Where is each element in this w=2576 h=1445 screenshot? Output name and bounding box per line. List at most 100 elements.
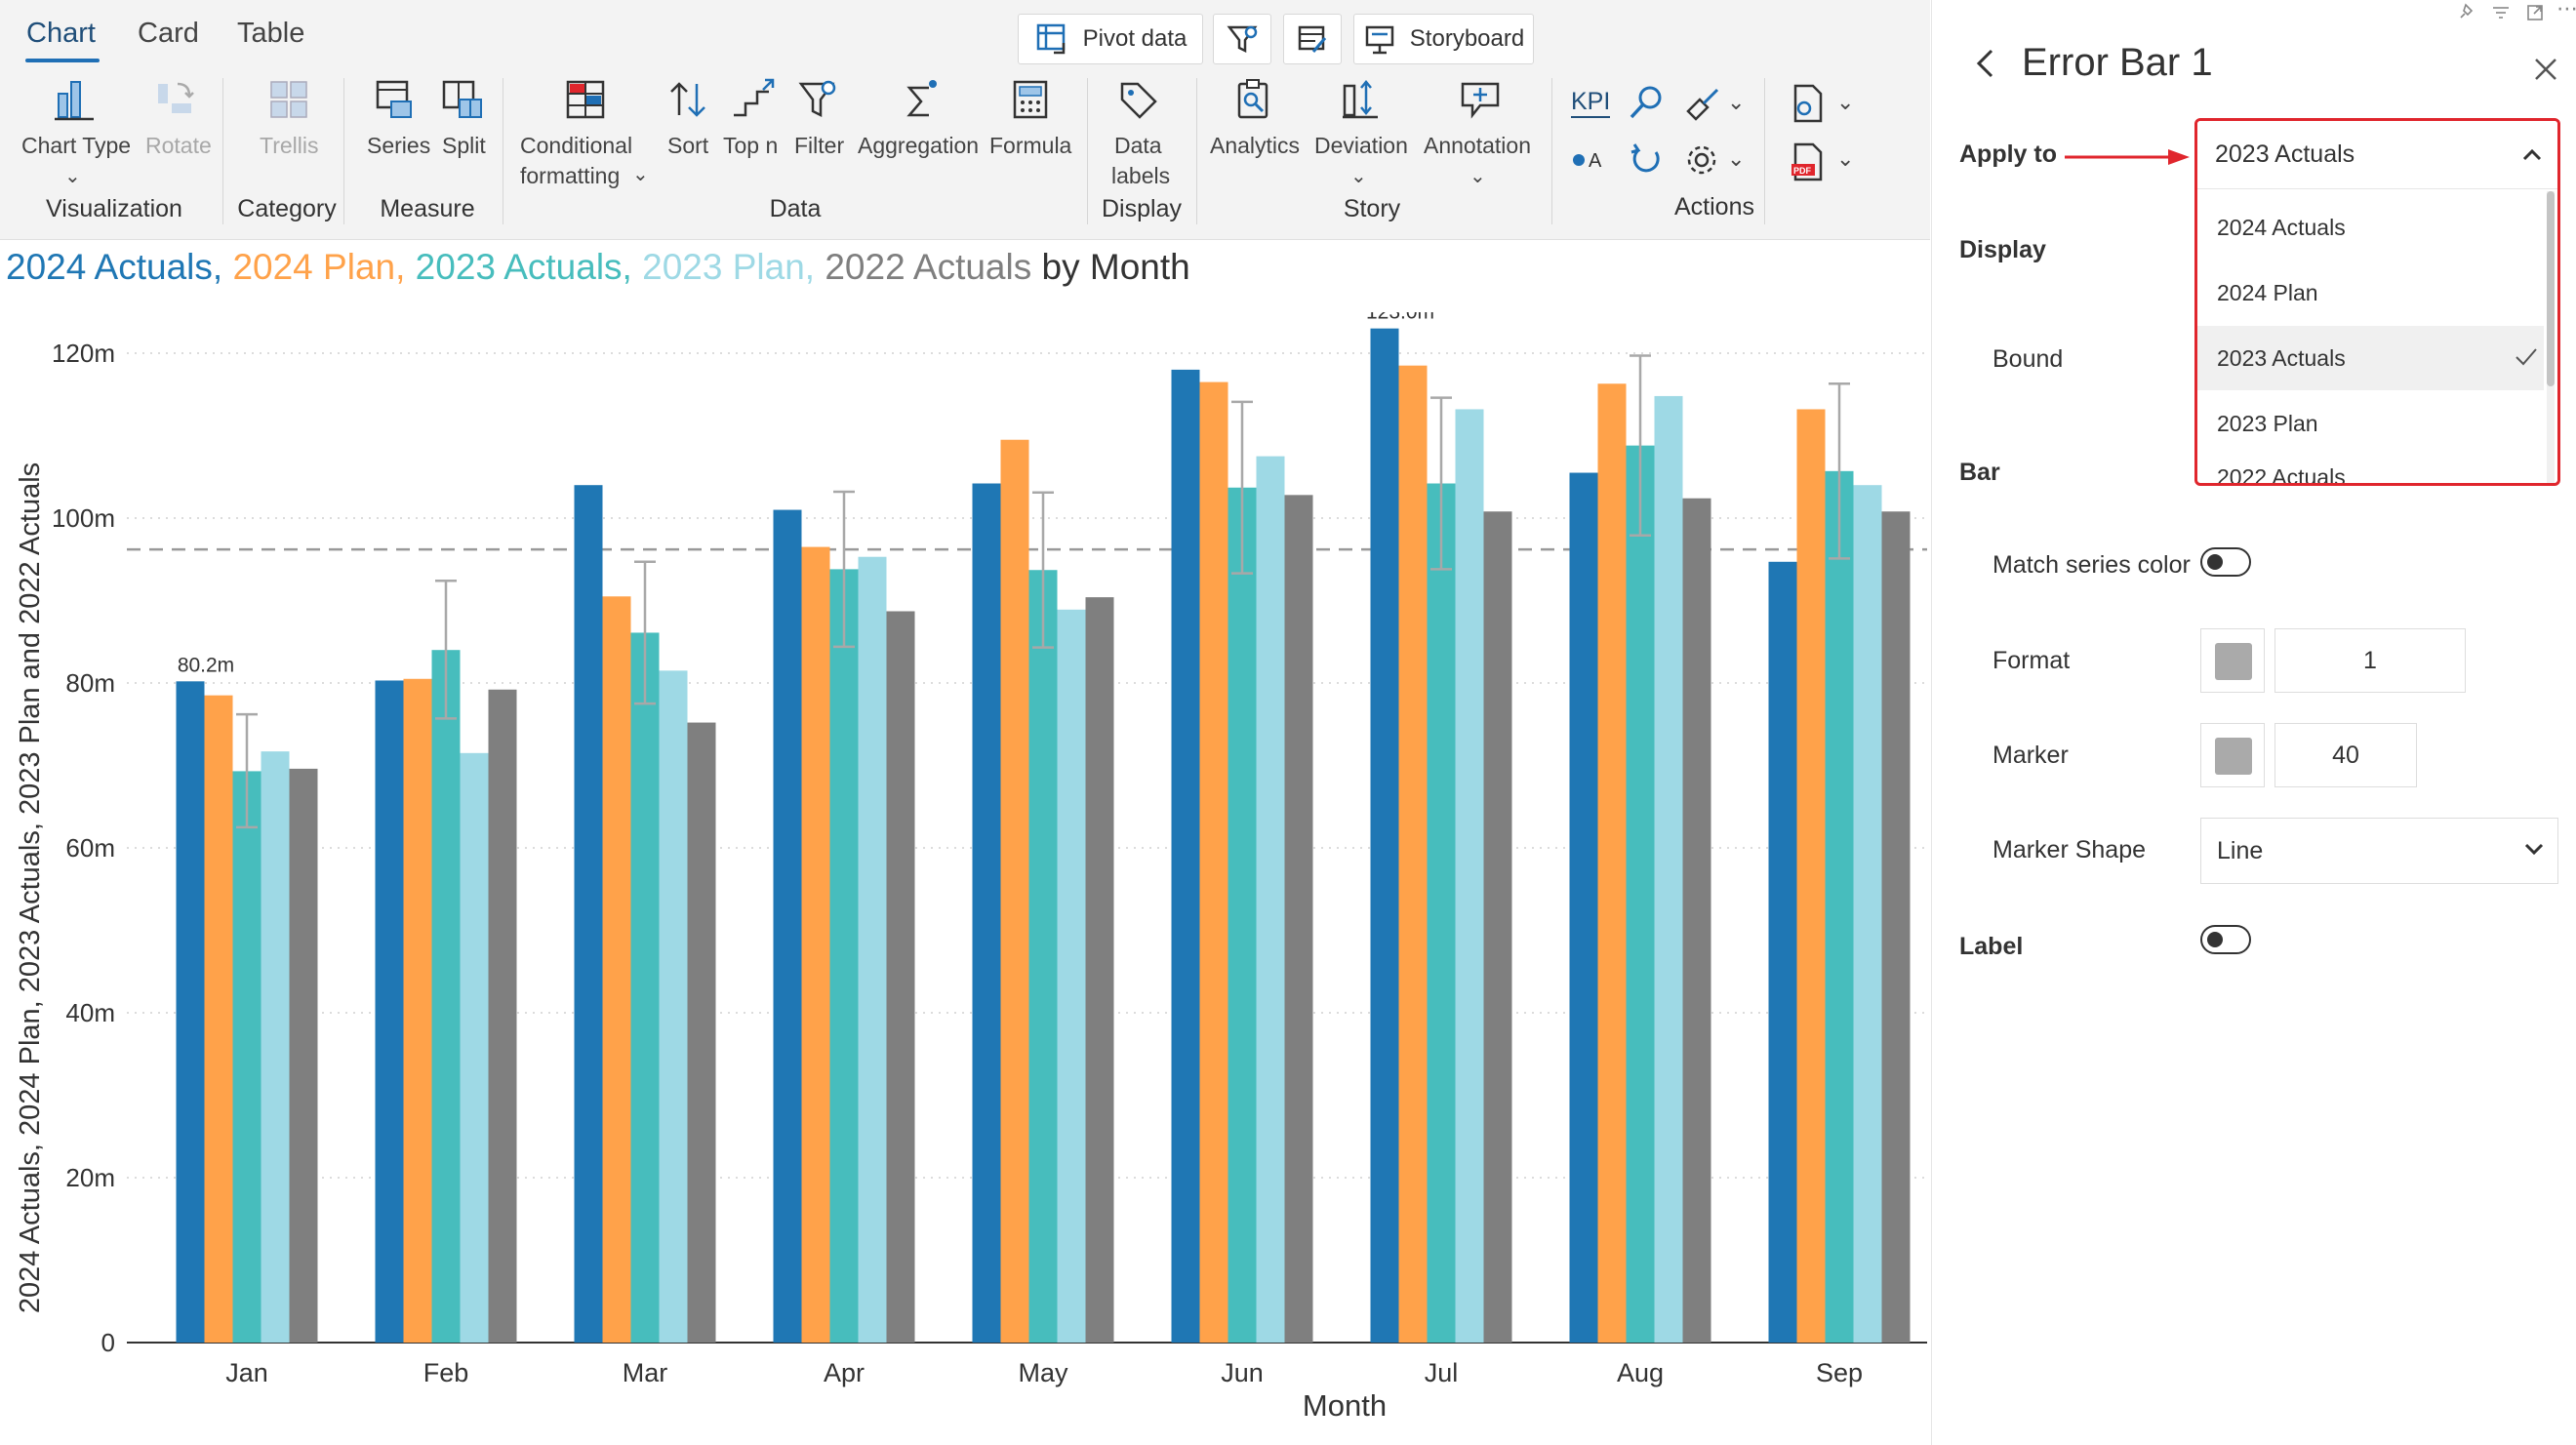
top-n-label[interactable]: Top n (723, 133, 779, 158)
bar-heading: Bar (1959, 459, 2000, 486)
bar-2024-actuals-apr (773, 509, 802, 1343)
title-part-2024-plan: 2024 Plan, (232, 247, 406, 287)
option-2022-actuals[interactable]: 2022 Actuals (2197, 457, 2544, 483)
format-width-input[interactable]: 1 (2274, 628, 2466, 693)
annotation-chevron-icon[interactable]: ⌄ (1469, 166, 1486, 187)
x-tick-label: Jan (225, 1358, 268, 1387)
sort-icon[interactable] (665, 76, 712, 123)
bar-2024-plan-feb (403, 678, 432, 1343)
filter-lines-icon[interactable] (2490, 2, 2512, 23)
bar-2023-actuals-aug (1626, 445, 1655, 1343)
kpi-button[interactable]: KPI (1571, 88, 1611, 118)
match-series-color-toggle[interactable] (2200, 547, 2251, 577)
format-color-swatch[interactable] (2200, 628, 2265, 693)
option-label: 2023 Plan (2217, 410, 2318, 436)
marker-size-input[interactable]: 40 (2274, 723, 2417, 787)
split-label[interactable]: Split (442, 133, 486, 158)
series-icon[interactable] (374, 76, 421, 123)
deviation-label[interactable]: Deviation (1314, 133, 1408, 158)
option-2024-actuals[interactable]: 2024 Actuals (2197, 195, 2544, 260)
deviation-chevron-icon[interactable]: ⌄ (1350, 166, 1367, 187)
pin-icon[interactable] (2455, 2, 2476, 23)
settings-gear-icon[interactable] (1682, 140, 1721, 180)
apply-to-dropdown[interactable]: 2023 Actuals 2024 Actuals 2024 Plan 2023… (2194, 118, 2560, 486)
smart-filter-button[interactable] (1213, 14, 1271, 64)
x-tick-label: Sep (1816, 1358, 1863, 1387)
tab-card[interactable]: Card (138, 18, 199, 49)
deviation-icon[interactable] (1337, 76, 1384, 123)
option-2024-plan[interactable]: 2024 Plan (2197, 261, 2544, 325)
annotation-icon[interactable] (1457, 76, 1504, 123)
filter-icon[interactable] (795, 76, 842, 123)
annotation-label[interactable]: Annotation (1424, 133, 1531, 158)
x-tick-label: Mar (623, 1358, 668, 1387)
pdf-icon[interactable]: PDF (1788, 140, 1827, 183)
option-label: 2024 Actuals (2217, 214, 2346, 240)
pdf-chevron-icon[interactable]: ⌄ (1836, 146, 1855, 171)
match-series-color-label: Match series color (1992, 551, 2191, 579)
formatting-label[interactable]: formatting (520, 163, 621, 188)
bar-2023-actuals-feb (431, 650, 461, 1343)
filter-label[interactable]: Filter (794, 133, 845, 158)
option-2023-plan[interactable]: 2023 Plan (2197, 391, 2544, 456)
option-2023-actuals[interactable]: 2023 Actuals (2197, 326, 2544, 390)
legend-toggle-icon[interactable]: A (1571, 142, 1612, 178)
conditional-formatting-icon[interactable] (562, 76, 609, 123)
chart-type-label[interactable]: Chart Type (21, 133, 132, 158)
aggregation-label[interactable]: Aggregation (858, 133, 980, 158)
formatting-chevron-icon[interactable]: ⌄ (632, 164, 649, 185)
more-options-icon[interactable]: ⋯ (2556, 0, 2576, 20)
label-toggle[interactable] (2200, 925, 2251, 954)
y-tick-label: 100m (52, 503, 115, 533)
marker-shape-label: Marker Shape (1992, 836, 2147, 863)
export-settings-icon[interactable] (1788, 82, 1827, 125)
refresh-icon[interactable] (1627, 140, 1666, 180)
close-icon[interactable] (2533, 57, 2558, 82)
marker-color-swatch[interactable] (2200, 723, 2265, 787)
brush-chevron-icon[interactable]: ⌄ (1727, 90, 1746, 114)
annotation-arrow-icon (2065, 149, 2190, 165)
analytics-label[interactable]: Analytics (1210, 133, 1301, 158)
chart-type-chevron-icon[interactable]: ⌄ (64, 166, 81, 187)
dropdown-scrollbar-thumb[interactable] (2547, 191, 2555, 386)
chart-type-icon[interactable] (51, 76, 98, 123)
bar-2022-actuals-feb (488, 689, 517, 1343)
top-n-icon[interactable] (730, 76, 777, 123)
tab-table[interactable]: Table (237, 18, 305, 49)
title-part-by-month: by Month (1041, 247, 1190, 287)
table-edit-button[interactable] (1283, 14, 1342, 64)
marker-shape-value: Line (2217, 836, 2264, 864)
sort-label[interactable]: Sort (667, 133, 709, 158)
analytics-icon[interactable] (1229, 76, 1276, 123)
bar-2022-actuals-jul (1483, 511, 1512, 1343)
y-axis-title: 2024 Actuals, 2024 Plan, 2023 Actuals, 2… (15, 462, 46, 1313)
split-icon[interactable] (440, 76, 487, 123)
paint-brush-icon[interactable] (1682, 84, 1721, 123)
series-label[interactable]: Series (367, 133, 431, 158)
data-labels-label-2[interactable]: labels (1111, 163, 1171, 188)
chevron-up-icon (2522, 148, 2542, 161)
data-labels-label-1[interactable]: Data (1114, 133, 1162, 158)
tab-chart[interactable]: Chart (26, 18, 96, 49)
settings-chevron-icon[interactable]: ⌄ (1727, 146, 1746, 171)
pivot-data-button[interactable]: Pivot data (1018, 14, 1203, 64)
apply-to-current[interactable]: 2023 Actuals (2197, 121, 2557, 189)
funnel-icon (1227, 25, 1258, 54)
conditional-label[interactable]: Conditional (520, 133, 633, 158)
bar-2024-actuals-jan (176, 681, 205, 1343)
aggregation-icon[interactable] (896, 76, 943, 123)
bar-2023-plan-jul (1455, 409, 1484, 1344)
search-icon[interactable] (1627, 84, 1666, 123)
export-chevron-icon[interactable]: ⌄ (1836, 90, 1855, 114)
y-tick-label: 40m (65, 998, 115, 1027)
back-chevron-icon[interactable] (1972, 47, 1997, 80)
formula-label[interactable]: Formula (989, 133, 1072, 158)
panel-title: Error Bar 1 (2022, 41, 2213, 84)
marker-shape-dropdown[interactable]: Line (2200, 818, 2558, 884)
storyboard-button[interactable]: Storyboard (1353, 14, 1534, 64)
tag-icon[interactable] (1114, 76, 1161, 123)
expand-icon[interactable] (2524, 2, 2546, 23)
bar-2023-plan-sep (1853, 485, 1882, 1343)
formula-icon[interactable] (1007, 76, 1054, 123)
bar-2024-plan-may (1000, 439, 1029, 1344)
